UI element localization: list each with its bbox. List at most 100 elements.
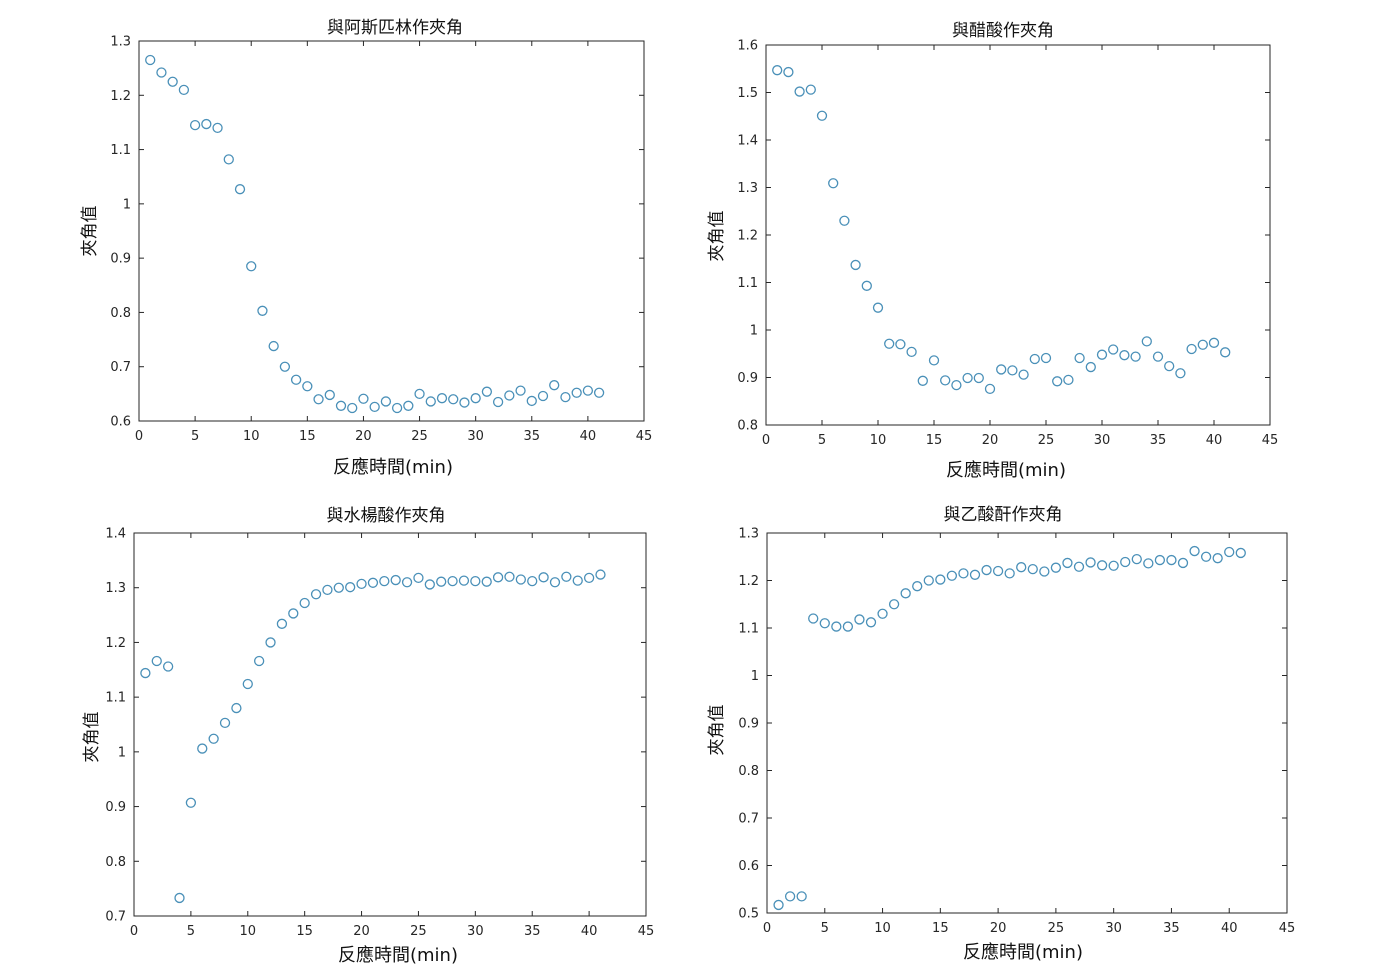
data-point	[1212, 553, 1223, 564]
data-point	[515, 574, 526, 585]
data-point	[390, 574, 401, 586]
data-point	[162, 661, 174, 672]
data-point	[492, 572, 504, 583]
data-point	[145, 54, 156, 66]
data-point	[302, 381, 313, 392]
data-point	[1052, 376, 1063, 387]
data-point	[854, 614, 865, 625]
data-point	[1186, 343, 1197, 355]
data-point	[492, 396, 504, 408]
data-point	[794, 86, 805, 97]
data-point	[984, 383, 996, 395]
y-tick-label: 0.8	[738, 764, 759, 779]
y-tick-label: 0.7	[738, 812, 759, 827]
data-point	[1120, 556, 1131, 568]
y-tick-label: 1	[118, 745, 126, 760]
data-point	[912, 581, 923, 592]
data-point	[1141, 336, 1152, 347]
data-point	[1029, 353, 1040, 365]
x-tick-label: 5	[187, 924, 195, 939]
data-point	[424, 579, 435, 590]
x-tick-label: 40	[580, 429, 597, 444]
x-tick-label: 0	[130, 924, 138, 939]
data-point	[595, 569, 606, 580]
x-tick-label: 45	[638, 924, 655, 939]
x-tick-label: 40	[1206, 433, 1223, 448]
x-tick-label: 0	[762, 433, 770, 448]
x-tick-label: 25	[1038, 433, 1055, 448]
data-point	[805, 84, 816, 95]
data-point	[1177, 557, 1189, 569]
data-point	[504, 571, 515, 582]
subplot-title: 與醋酸作夾角	[952, 21, 1054, 41]
y-tick-label: 1.2	[110, 89, 131, 104]
data-point	[572, 575, 583, 586]
data-point	[940, 375, 951, 386]
x-tick-label: 5	[818, 433, 826, 448]
data-point	[981, 564, 992, 576]
data-point	[1143, 558, 1154, 569]
y-tick-label: 0.9	[105, 800, 126, 815]
data-point	[268, 340, 279, 352]
data-point	[333, 582, 344, 593]
x-tick-label: 15	[932, 921, 949, 936]
x-tick-label: 25	[410, 924, 427, 939]
data-point	[571, 387, 582, 398]
subplot-title: 與阿斯匹林作夾角	[327, 18, 463, 38]
data-point	[1085, 557, 1096, 568]
x-axis-label: 反應時間(min)	[963, 941, 1083, 963]
data-point	[436, 393, 448, 404]
y-tick-label: 1.3	[737, 181, 758, 196]
data-point	[447, 575, 458, 587]
data-point	[1197, 339, 1208, 350]
y-tick-label: 0.7	[105, 910, 126, 925]
data-point	[865, 617, 877, 628]
data-point	[322, 584, 333, 596]
x-tick-label: 45	[1279, 921, 1296, 936]
data-point	[923, 575, 934, 586]
data-point	[189, 119, 201, 131]
data-point	[969, 569, 981, 580]
data-point	[1164, 360, 1175, 372]
x-tick-label: 30	[467, 924, 484, 939]
x-tick-label: 45	[1262, 433, 1279, 448]
data-point	[254, 655, 265, 667]
data-point	[819, 618, 830, 629]
data-point	[816, 110, 828, 121]
data-point	[257, 305, 268, 316]
data-point	[996, 364, 1007, 375]
data-point	[403, 400, 414, 411]
data-point	[436, 576, 447, 587]
data-point	[1040, 352, 1052, 364]
y-tick-label: 0.8	[110, 306, 131, 321]
data-point	[1062, 557, 1073, 569]
x-tick-label: 15	[926, 433, 943, 448]
y-tick-label: 0.9	[738, 717, 759, 732]
data-point	[276, 618, 288, 629]
y-tick-label: 1.5	[737, 86, 758, 101]
data-point	[946, 570, 958, 581]
data-point	[345, 582, 356, 593]
data-point	[379, 575, 390, 587]
y-tick-label: 0.6	[110, 415, 131, 430]
data-point	[1050, 562, 1062, 573]
data-point	[884, 338, 895, 349]
data-point	[288, 608, 299, 619]
data-point	[246, 261, 257, 272]
y-tick-label: 1.1	[737, 276, 758, 291]
data-point	[831, 621, 842, 632]
data-point	[842, 621, 854, 632]
y-tick-label: 1.3	[110, 35, 131, 50]
data-point	[223, 154, 234, 165]
data-point	[459, 397, 470, 408]
data-point	[1073, 561, 1085, 572]
data-point	[458, 575, 470, 586]
data-point	[872, 302, 884, 313]
data-point	[391, 402, 403, 414]
data-point	[527, 575, 538, 587]
axes-frame	[766, 532, 1288, 914]
data-point	[356, 578, 367, 590]
data-point	[1200, 551, 1212, 562]
data-point	[1220, 347, 1231, 358]
